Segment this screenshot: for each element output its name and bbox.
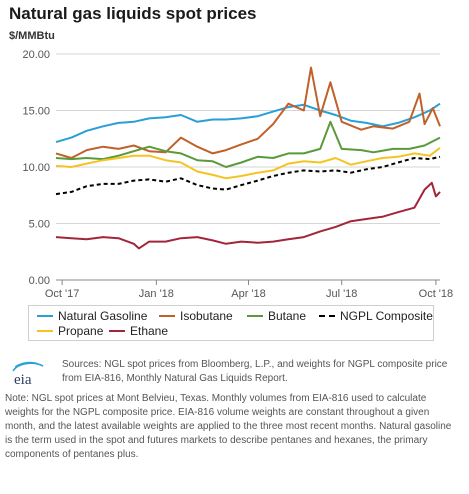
chart-title: Natural gas liquids spot prices: [9, 4, 257, 23]
x-tick-label: Oct '17: [45, 288, 80, 300]
y-tick-label: 0.00: [29, 275, 50, 287]
x-tick-label: Jul '18: [326, 288, 357, 300]
x-tick-label: Jan '18: [139, 288, 174, 300]
y-axis-unit-label: $/MMBtu: [9, 30, 55, 42]
legend-label: Isobutane: [180, 309, 233, 323]
series-line-propane: [55, 147, 441, 180]
series-line-ethane: [55, 181, 441, 250]
legend-item-butane: Butane: [247, 309, 306, 323]
legend-item-propane: Propane: [37, 324, 103, 338]
line-chart: 0.00 5.00 10.00 15.00 20.00 Oct '17 Jan '18 Ap…: [22, 49, 454, 300]
legend-label: Natural Gasoline: [58, 309, 148, 323]
legend-label: Ethane: [130, 324, 169, 338]
note-text: Note: NGL spot prices at Mont Belvieu, T…: [5, 393, 452, 460]
y-tick-label: 10.00: [22, 162, 50, 174]
sources-text: Sources: NGL spot prices from Bloomberg,…: [62, 359, 448, 384]
legend-swatch-natural-gasoline: [37, 315, 53, 317]
y-tick-label: 15.00: [22, 106, 50, 118]
legend-item-isobutane: Isobutane: [159, 309, 233, 323]
eia-logo: eia: [12, 361, 44, 388]
series-line-natural-gasoline: [55, 102, 441, 144]
legend-item-ngpl-composite: NGPL Composite: [319, 309, 433, 323]
legend-label: Propane: [58, 324, 104, 338]
legend-swatch-propane: [37, 330, 53, 332]
x-tick-label: Apr '18: [231, 288, 266, 300]
series-line-ngpl-composite: [55, 155, 441, 196]
legend-swatch-isobutane: [159, 315, 175, 317]
legend-swatch-butane: [247, 315, 263, 317]
series-line-butane: [55, 120, 441, 168]
legend-item-ethane: Ethane: [109, 324, 168, 338]
x-tick-label: Oct '18: [419, 288, 454, 300]
y-tick-label: 5.00: [29, 219, 50, 231]
legend-swatch-ethane: [109, 330, 125, 332]
y-tick-label: 20.00: [22, 49, 50, 61]
eia-logo-text: eia: [14, 372, 32, 388]
legend-label: Butane: [268, 309, 307, 323]
legend-swatch-ngpl-composite: [319, 315, 335, 317]
legend-label: NGPL Composite: [340, 309, 433, 323]
chart-legend: Natural Gasoline Isobutane Butane NGPL C…: [28, 305, 434, 341]
legend-item-natural-gasoline: Natural Gasoline: [37, 309, 147, 323]
series-line-isobutane: [55, 66, 441, 159]
